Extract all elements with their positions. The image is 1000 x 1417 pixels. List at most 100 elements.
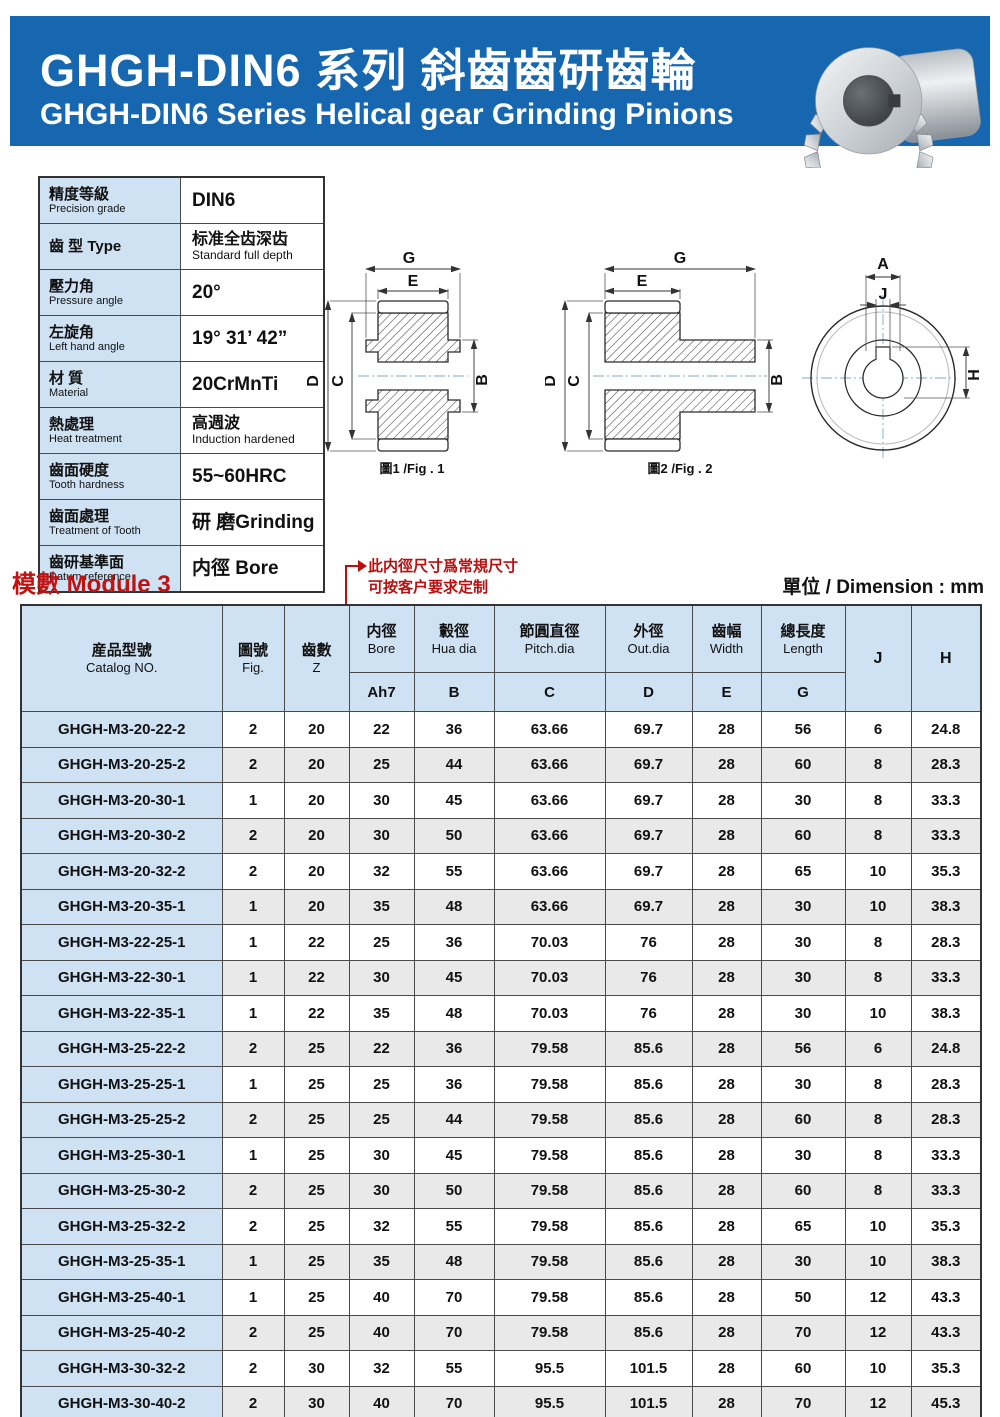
col-header-pitch: 節圓直徑 Pitch.dia: [493, 604, 606, 673]
cell-hub-dia: 50: [413, 817, 495, 854]
cell-out-dia: 101.5: [604, 1385, 693, 1417]
cell-catalog: GHGH-M3-22-30-1: [20, 959, 223, 996]
fig3-dim-A: A: [877, 256, 889, 273]
spec-label-cell: 齒面硬度 Tooth hardness: [38, 453, 181, 500]
spec-label-zh: 齒 型 Type: [49, 238, 122, 255]
cell-bore: 32: [348, 1208, 415, 1245]
table-row: GHGH-M3-20-25-2 2 20 25 44 63.66 69.7 28…: [20, 746, 982, 783]
spec-label-cell: 精度等級 Precision grade: [38, 176, 181, 224]
cell-hub-dia: 36: [413, 711, 495, 748]
cell-fig: 1: [221, 782, 285, 819]
cell-z: 25: [283, 1030, 350, 1067]
cell-pitch-dia: 63.66: [493, 746, 606, 783]
cell-hub-dia: 55: [413, 853, 495, 890]
table-header-row-1: 産品型號 Catalog NO. 圖號 Fig. 齒數 Z 内徑 Bore 轂徑: [20, 604, 982, 712]
cell-catalog: GHGH-M3-25-25-1: [20, 1066, 223, 1103]
table-row: GHGH-M3-25-25-1 1 25 25 36 79.58 85.6 28…: [20, 1066, 982, 1103]
cell-hub-dia: 50: [413, 1172, 495, 1209]
cell-catalog: GHGH-M3-25-25-2: [20, 1101, 223, 1138]
subheader-c: C: [493, 672, 606, 712]
cell-bore: 35: [348, 995, 415, 1032]
cell-width: 28: [691, 959, 762, 996]
cell-width: 28: [691, 711, 762, 748]
cell-h: 43.3: [910, 1279, 982, 1316]
spec-label-zh: 齒研基準面: [49, 553, 125, 571]
cell-fig: 2: [221, 1385, 285, 1417]
cell-catalog: GHGH-M3-20-30-2: [20, 817, 223, 854]
spec-label-en: Material: [49, 386, 89, 399]
cell-fig: 1: [221, 1279, 285, 1316]
fig2-dim-D: D: [545, 375, 559, 387]
spec-value-line1: 20CrMnTi: [192, 374, 279, 395]
cell-h: 45.3: [910, 1385, 982, 1417]
cell-h: 33.3: [910, 1137, 982, 1174]
fig1-dim-D: D: [305, 375, 322, 387]
cell-j: 8: [844, 959, 912, 996]
table-row: GHGH-M3-25-35-1 1 25 35 48 79.58 85.6 28…: [20, 1243, 982, 1280]
spec-value-line1: 55~60HRC: [192, 466, 287, 487]
spec-value-line1: 研 磨Grinding: [192, 512, 315, 533]
cell-width: 28: [691, 888, 762, 925]
cell-out-dia: 76: [604, 959, 693, 996]
cell-out-dia: 76: [604, 995, 693, 1032]
spec-row: 熱處理 Heat treatment 高週波 Induction hardene…: [38, 407, 325, 454]
cell-hub-dia: 44: [413, 1101, 495, 1138]
subheader-b: B: [413, 672, 495, 712]
cell-h: 33.3: [910, 782, 982, 819]
spec-value-cell: 20CrMnTi: [180, 361, 325, 408]
cell-j: 6: [844, 711, 912, 748]
cell-width: 28: [691, 1385, 762, 1417]
cell-out-dia: 85.6: [604, 1137, 693, 1174]
cell-bore: 22: [348, 1030, 415, 1067]
dimension-table: 産品型號 Catalog NO. 圖號 Fig. 齒數 Z 内徑 Bore 轂徑: [20, 604, 982, 1417]
gear-photo: [803, 47, 981, 168]
table-row: GHGH-M3-25-32-2 2 25 32 55 79.58 85.6 28…: [20, 1208, 982, 1245]
spec-value-cell: 55~60HRC: [180, 453, 325, 500]
cell-h: 33.3: [910, 1172, 982, 1209]
fig2-dim-G: G: [674, 250, 686, 267]
cell-catalog: GHGH-M3-20-22-2: [20, 711, 223, 748]
cell-pitch-dia: 63.66: [493, 817, 606, 854]
cell-catalog: GHGH-M3-22-35-1: [20, 995, 223, 1032]
cell-bore: 35: [348, 1243, 415, 1280]
cell-hub-dia: 48: [413, 888, 495, 925]
cell-pitch-dia: 70.03: [493, 995, 606, 1032]
cell-h: 35.3: [910, 1350, 982, 1387]
cell-length: 30: [760, 888, 846, 925]
col-header-width: 齒幅 Width: [691, 604, 762, 673]
cell-length: 30: [760, 1137, 846, 1174]
subheader-g: G: [760, 672, 846, 712]
cell-pitch-dia: 79.58: [493, 1172, 606, 1209]
cell-fig: 1: [221, 1066, 285, 1103]
table-row: GHGH-M3-20-32-2 2 20 32 55 63.66 69.7 28…: [20, 853, 982, 890]
bore-note: 此内徑尺寸爲常規尺寸 可按客户要求定制: [368, 556, 518, 598]
figure-1-drawing: G E D C B 圖1 /Fig . 1: [305, 250, 491, 476]
cell-catalog: GHGH-M3-25-22-2: [20, 1030, 223, 1067]
cell-h: 28.3: [910, 746, 982, 783]
cell-bore: 25: [348, 1101, 415, 1138]
cell-bore: 30: [348, 959, 415, 996]
cell-width: 28: [691, 817, 762, 854]
cell-length: 60: [760, 746, 846, 783]
cell-hub-dia: 70: [413, 1385, 495, 1417]
cell-z: 20: [283, 711, 350, 748]
cell-j: 10: [844, 1350, 912, 1387]
cell-j: 8: [844, 1066, 912, 1103]
cell-length: 50: [760, 1279, 846, 1316]
spec-row: 材 質 Material 20CrMnTi: [38, 361, 325, 408]
bore-note-line1: 此内徑尺寸爲常規尺寸: [368, 558, 519, 575]
cell-catalog: GHGH-M3-25-35-1: [20, 1243, 223, 1280]
spec-label-zh: 左旋角: [49, 323, 95, 341]
cell-bore: 30: [348, 817, 415, 854]
cell-pitch-dia: 79.58: [493, 1066, 606, 1103]
cell-pitch-dia: 95.5: [493, 1385, 606, 1417]
cell-j: 12: [844, 1385, 912, 1417]
page-title: GHGH-DIN6 系列 斜齒齒研齒輪: [40, 45, 697, 96]
cell-fig: 1: [221, 1137, 285, 1174]
cell-catalog: GHGH-M3-25-40-1: [20, 1279, 223, 1316]
cell-pitch-dia: 79.58: [493, 1208, 606, 1245]
cell-fig: 2: [221, 1314, 285, 1351]
cell-z: 25: [283, 1066, 350, 1103]
cell-bore: 40: [348, 1385, 415, 1417]
